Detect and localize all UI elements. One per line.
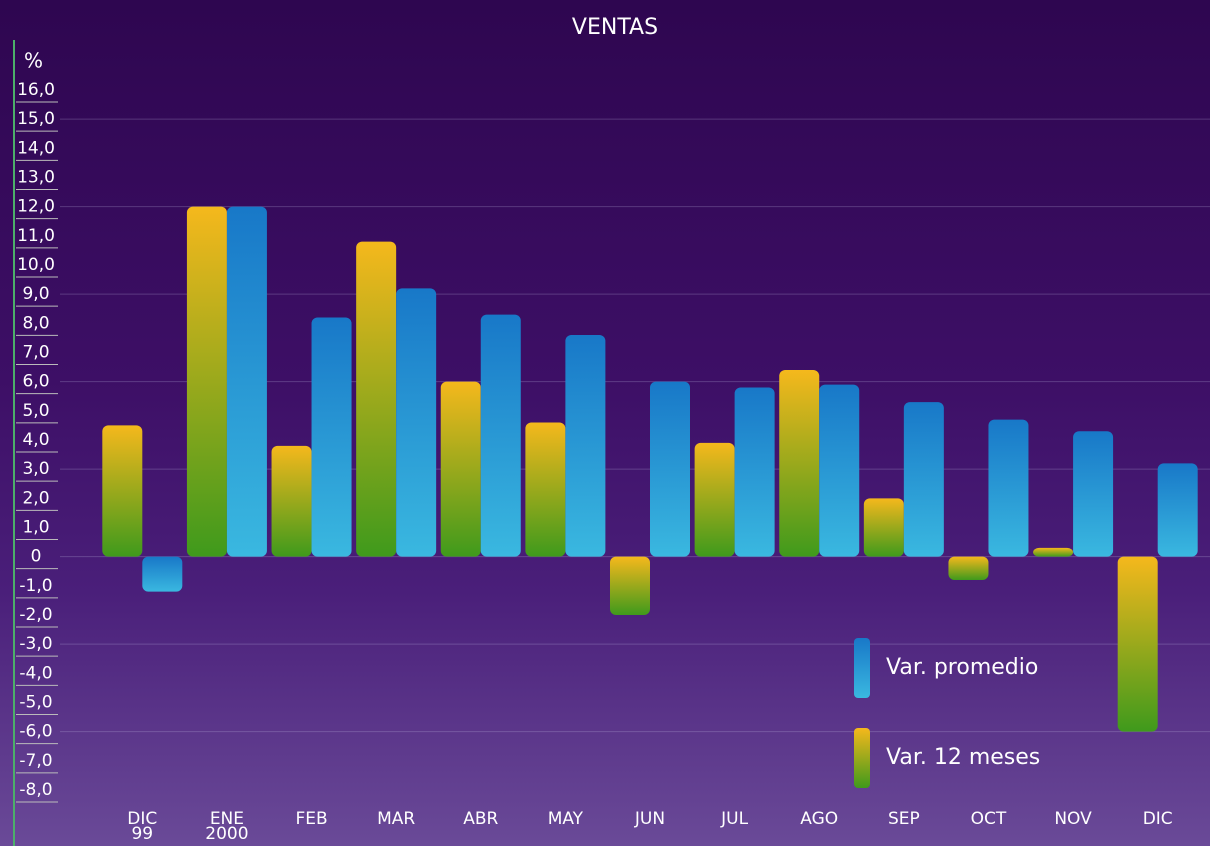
bar	[1033, 547, 1074, 557]
y-tick-label: 7,0	[22, 343, 49, 363]
x-tick-label: JUN	[634, 809, 666, 829]
x-tick-label: DIC 99	[127, 809, 158, 844]
y-tick-label: 3,0	[22, 459, 49, 479]
x-tick-label: SEP	[887, 809, 920, 829]
bar	[1073, 431, 1114, 557]
y-tick-label: 15,0	[17, 109, 55, 129]
bar	[271, 445, 312, 557]
y-tick-label: -5,0	[19, 693, 52, 713]
bar	[396, 288, 437, 557]
x-tick-label: JUL	[721, 809, 749, 829]
x-tick-label: FEB	[295, 809, 328, 829]
bar	[819, 384, 860, 557]
chart-title: VENTAS	[572, 15, 658, 40]
y-tick-label: 4,0	[22, 430, 49, 450]
x-tick-label: DIC	[1142, 809, 1173, 829]
bar	[1157, 463, 1198, 557]
bar	[903, 402, 944, 557]
bar	[610, 556, 650, 615]
bar	[650, 381, 690, 557]
y-tick-label: 11,0	[17, 226, 55, 246]
bar	[186, 206, 227, 557]
x-tick-label: NOV	[1054, 809, 1092, 829]
bar	[311, 317, 352, 557]
legend-swatch	[854, 638, 870, 698]
bar	[226, 206, 267, 557]
y-tick-label: 8,0	[22, 313, 49, 333]
y-tick-label: 1,0	[22, 518, 49, 538]
y-tick-label: 9,0	[22, 284, 49, 304]
bar	[1117, 556, 1158, 732]
bar	[988, 419, 1029, 557]
bar	[694, 442, 735, 557]
y-axis-label: %	[24, 49, 43, 73]
x-tick-label: AGO	[800, 809, 839, 829]
x-tick-label: MAR	[377, 809, 416, 829]
bar	[142, 556, 183, 592]
y-tick-label: -3,0	[19, 634, 52, 654]
x-tick-label: ENE 2000	[205, 809, 249, 844]
y-tick-label: 0	[31, 547, 42, 567]
y-tick-label: 16,0	[17, 80, 55, 100]
bar	[525, 422, 566, 557]
bar	[863, 498, 904, 557]
y-tick-label: 14,0	[17, 138, 55, 158]
bar	[948, 556, 989, 580]
y-tick-label: -4,0	[19, 663, 52, 683]
bar	[779, 370, 820, 557]
y-tick-label: -2,0	[19, 605, 52, 625]
y-tick-label: 5,0	[22, 401, 49, 421]
legend-swatch	[854, 728, 870, 788]
bar	[356, 241, 397, 557]
y-tick-label: -1,0	[19, 576, 52, 596]
y-tick-label: 2,0	[22, 488, 49, 508]
bar	[440, 381, 481, 557]
y-tick-label: 12,0	[17, 197, 55, 217]
x-tick-label: MAY	[547, 809, 584, 829]
bar	[565, 335, 606, 557]
bar	[734, 387, 775, 557]
y-tick-label: -8,0	[19, 780, 52, 800]
legend-label: Var. promedio	[886, 655, 1038, 680]
y-tick-label: 10,0	[17, 255, 55, 275]
y-tick-label: -6,0	[19, 722, 52, 742]
bar	[102, 425, 143, 557]
y-tick-label: -7,0	[19, 751, 52, 771]
bar	[480, 314, 521, 557]
x-tick-label: OCT	[970, 809, 1007, 829]
y-tick-label: 13,0	[17, 168, 55, 188]
y-tick-label: 6,0	[22, 372, 49, 392]
x-tick-label: ABR	[463, 809, 499, 829]
legend-label: Var. 12 meses	[886, 745, 1040, 770]
